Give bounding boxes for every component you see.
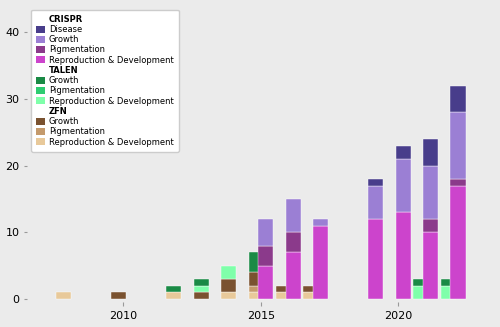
Bar xyxy=(450,179,466,186)
Bar xyxy=(258,219,273,246)
Bar xyxy=(450,186,466,299)
Bar xyxy=(221,292,236,299)
Bar xyxy=(414,279,428,286)
Bar xyxy=(313,226,328,299)
Bar xyxy=(304,292,318,299)
Bar xyxy=(304,286,318,292)
Bar xyxy=(194,292,208,299)
Bar xyxy=(313,219,328,226)
Bar xyxy=(221,266,236,279)
Bar xyxy=(56,292,72,299)
Bar xyxy=(423,139,438,166)
Bar xyxy=(423,232,438,299)
Bar xyxy=(166,292,181,299)
Bar xyxy=(368,186,383,219)
Bar xyxy=(423,166,438,219)
Bar xyxy=(368,219,383,299)
Bar xyxy=(368,179,383,186)
Bar xyxy=(396,212,410,299)
Bar xyxy=(441,279,456,286)
Bar xyxy=(423,219,438,232)
Bar xyxy=(194,279,208,286)
Bar xyxy=(450,86,466,112)
Bar xyxy=(276,286,291,292)
Bar xyxy=(248,292,264,299)
Bar xyxy=(221,279,236,292)
Legend: CRISPR, Disease, Growth, Pigmentation, Reproduction & Development, TALEN, Growth: CRISPR, Disease, Growth, Pigmentation, R… xyxy=(32,10,178,152)
Bar xyxy=(194,286,208,292)
Bar xyxy=(248,272,264,286)
Bar xyxy=(286,252,300,299)
Bar xyxy=(396,146,410,159)
Bar xyxy=(396,159,410,212)
Bar xyxy=(111,292,126,299)
Bar xyxy=(258,266,273,299)
Bar xyxy=(276,292,291,299)
Bar xyxy=(286,199,300,232)
Bar xyxy=(414,286,428,299)
Bar xyxy=(441,286,456,299)
Bar xyxy=(450,112,466,179)
Bar xyxy=(286,232,300,252)
Bar xyxy=(258,246,273,266)
Bar xyxy=(248,252,264,272)
Bar xyxy=(166,286,181,292)
Bar xyxy=(248,286,264,292)
